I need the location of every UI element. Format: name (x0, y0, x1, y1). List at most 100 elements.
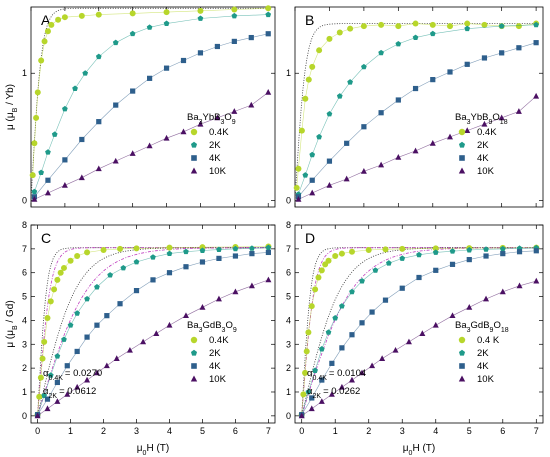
data-point (36, 393, 43, 400)
data-point (55, 16, 62, 23)
y-axis-label-bottom: μ (μB / Gd) (5, 300, 19, 347)
data-point (61, 336, 67, 342)
legend-entry: 0.4K (477, 127, 497, 138)
data-point (199, 259, 206, 265)
data-point (140, 338, 147, 345)
data-point (432, 321, 439, 328)
data-point (416, 251, 422, 258)
y-tick-label: 2 (286, 363, 291, 373)
alpha-annotation: α2K = 0.0262 (307, 386, 360, 400)
data-point (31, 140, 38, 147)
data-point (94, 284, 100, 290)
data-point (180, 57, 187, 64)
y-tick-label: 3 (286, 339, 291, 349)
data-point (318, 267, 325, 274)
data-point (348, 376, 355, 383)
data-point (126, 346, 133, 353)
data-point (265, 244, 272, 251)
panel-frame (294, 6, 544, 208)
data-point (41, 38, 48, 45)
data-point (62, 105, 68, 112)
data-point (466, 256, 472, 263)
data-point (309, 63, 316, 70)
data-point (180, 128, 187, 135)
data-point (31, 196, 38, 202)
data-point (82, 70, 89, 76)
data-point (378, 110, 384, 116)
data-point (405, 338, 412, 345)
data-point (516, 249, 523, 255)
data-point (382, 246, 389, 253)
y-tick-label: 0 (286, 411, 291, 421)
data-point (146, 24, 153, 30)
data-point (84, 249, 91, 256)
data-point (163, 134, 170, 141)
legend-marker (190, 349, 198, 356)
data-point (429, 21, 436, 28)
data-point (61, 14, 68, 21)
y-tick-label: 5 (286, 292, 291, 302)
data-point (39, 355, 46, 362)
data-point (326, 111, 333, 117)
series-2k (31, 11, 272, 195)
data-point (163, 65, 170, 71)
x-tick-label: 7 (266, 426, 271, 436)
y-tick-label: 3 (22, 339, 27, 349)
data-point (214, 43, 220, 50)
data-point (359, 369, 366, 376)
data-point (166, 244, 173, 251)
data-point (325, 257, 332, 264)
data-point (395, 23, 402, 30)
data-point (44, 315, 51, 322)
data-point (430, 77, 436, 83)
data-point (359, 278, 365, 284)
data-point (231, 38, 237, 44)
data-point (339, 345, 345, 351)
data-point (349, 288, 355, 295)
data-point (44, 28, 51, 35)
data-point (51, 286, 58, 293)
data-point (248, 282, 255, 289)
data-point (498, 114, 505, 121)
data-point (54, 276, 61, 283)
data-point (533, 92, 540, 99)
data-point (295, 165, 302, 172)
x-tick-label: 2 (366, 426, 371, 436)
data-point (107, 272, 113, 278)
data-point (232, 288, 239, 295)
data-point (432, 245, 439, 252)
y-tick-label: 6 (286, 268, 291, 278)
data-point (248, 34, 254, 41)
data-point (67, 257, 74, 264)
y-tick-label: 1 (286, 68, 291, 78)
data-point (318, 398, 325, 404)
legend-marker (190, 336, 198, 344)
data-point (533, 21, 539, 28)
legend-marker (190, 375, 198, 382)
data-point (38, 57, 45, 64)
data-point (359, 320, 365, 326)
legend-entry: 0.4K (209, 335, 229, 346)
series-line (298, 24, 537, 195)
data-point (113, 355, 120, 361)
data-point (166, 321, 173, 328)
data-point (293, 184, 300, 191)
data-point (308, 405, 315, 412)
legend-entry: 4K (209, 153, 221, 164)
data-point (336, 93, 343, 99)
data-point (429, 140, 436, 146)
series-line (298, 95, 537, 200)
y-tick-label: 1 (286, 387, 291, 397)
series-0p4k (293, 20, 540, 191)
data-point (166, 250, 173, 257)
data-point (432, 249, 439, 255)
data-point (395, 97, 401, 103)
y-tick-label: 5 (22, 292, 27, 302)
data-point (316, 47, 323, 54)
data-point (112, 157, 119, 164)
data-point (231, 12, 238, 19)
series-10k (31, 89, 272, 202)
data-point (332, 315, 339, 321)
x-tick-label: 1 (68, 426, 73, 436)
